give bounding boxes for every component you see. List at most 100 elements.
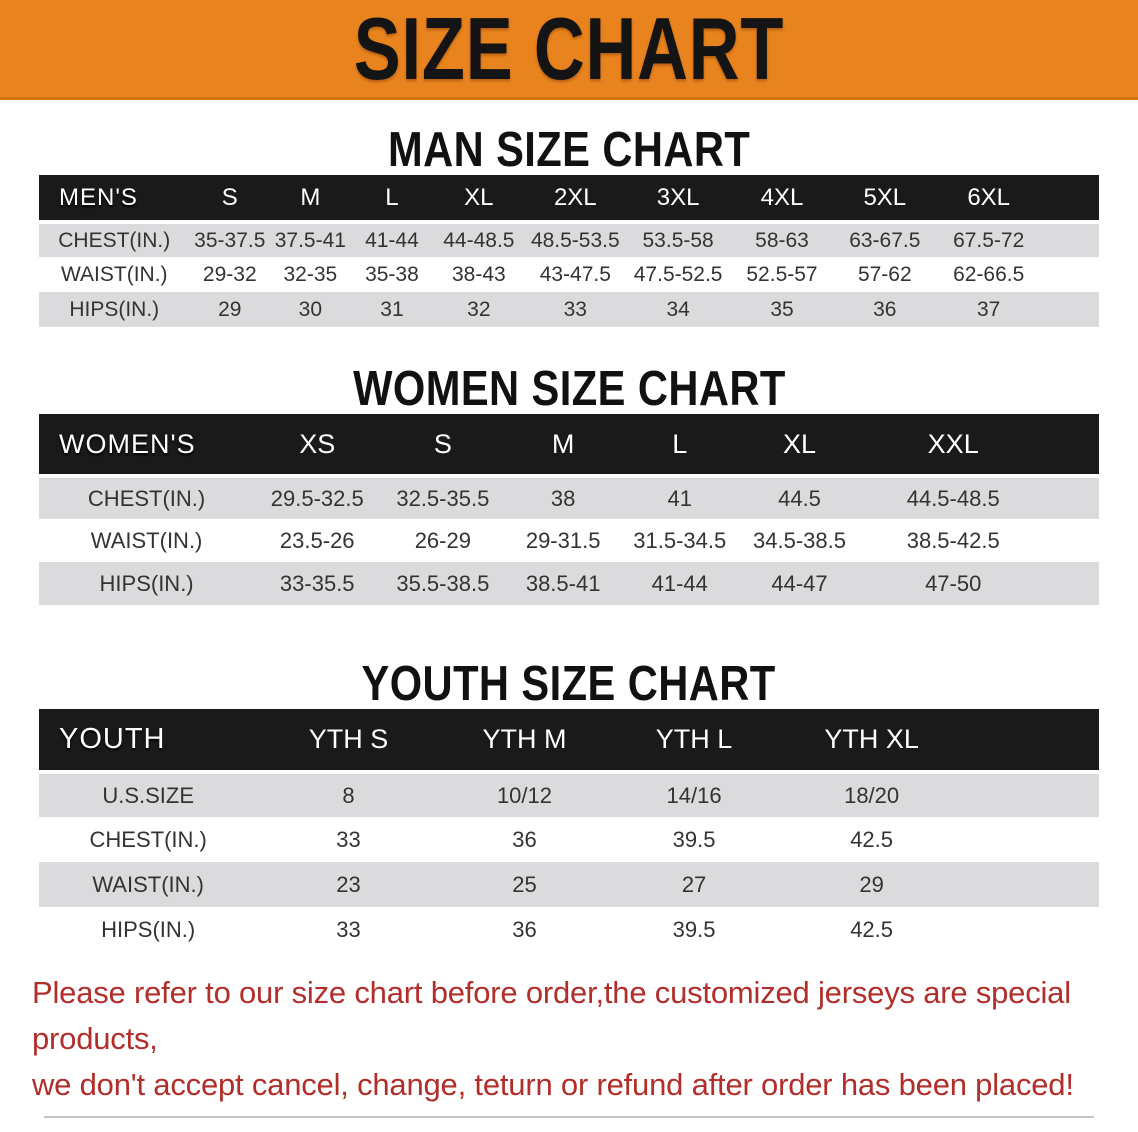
banner-title: SIZE CHART <box>353 0 785 98</box>
size-value-cell: 29-32 <box>189 257 271 292</box>
youth-header-row: YOUTH YTH S YTH M YTH L YTH XL <box>39 709 1099 774</box>
size-value-cell: 35-37.5 <box>189 222 271 257</box>
spacer-cell <box>964 709 1099 774</box>
man-size-chart-heading: MAN SIZE CHART <box>0 126 1138 175</box>
size-column-header: YTH M <box>439 709 610 774</box>
size-value-cell: 27 <box>609 862 779 907</box>
table-row: U.S.SIZE 8 10/12 14/16 18/20 <box>39 772 1099 817</box>
measurement-label: WAIST(IN.) <box>39 519 255 562</box>
measurement-label: HIPS(IN.) <box>39 292 190 327</box>
table-row: WAIST(IN.) 29-32 32-35 35-38 38-43 43-47… <box>39 257 1099 292</box>
size-value-cell: 36 <box>439 817 610 862</box>
size-value-cell: 44.5 <box>738 476 861 519</box>
table-row: CHEST(IN.) 29.5-32.5 32.5-35.5 38 41 44.… <box>39 476 1099 519</box>
size-column-header: XL <box>738 414 861 478</box>
size-value-cell: 33 <box>524 292 627 327</box>
size-value-cell: 41 <box>620 476 739 519</box>
size-column-header: S <box>189 175 271 224</box>
size-value-cell: 14/16 <box>609 772 779 817</box>
size-chart-banner: SIZE CHART <box>0 0 1138 100</box>
size-value-cell: 18/20 <box>778 772 965 817</box>
size-column-header: 4XL <box>730 175 834 224</box>
size-value-cell: 8 <box>257 772 440 817</box>
size-column-header: XL <box>433 175 525 224</box>
size-value-cell: 63-67.5 <box>833 222 936 257</box>
size-value-cell: 29 <box>189 292 271 327</box>
measurement-label: U.S.SIZE <box>39 772 258 817</box>
size-value-cell: 41-44 <box>350 222 434 257</box>
size-value-cell: 33-35.5 <box>254 562 381 605</box>
table-row: WAIST(IN.) 23.5-26 26-29 29-31.5 31.5-34… <box>39 519 1099 562</box>
size-value-cell: 47.5-52.5 <box>626 257 731 292</box>
size-value-cell: 31 <box>350 292 434 327</box>
youth-table-corner-label: YOUTH <box>39 709 258 774</box>
measurement-label: CHEST(IN.) <box>39 817 258 862</box>
spacer-cell <box>964 772 1099 817</box>
mens-table-corner-label: MEN'S <box>39 175 190 224</box>
size-value-cell: 33 <box>257 817 440 862</box>
size-value-cell: 47-50 <box>860 562 1046 605</box>
man-size-chart-heading-text: MAN SIZE CHART <box>387 123 751 177</box>
table-row: WAIST(IN.) 23 25 27 29 <box>39 862 1099 907</box>
measurement-label: CHEST(IN.) <box>39 476 255 519</box>
womens-size-table: WOMEN'S XS S M L XL XXL CHEST(IN.) 29.5-… <box>39 414 1099 605</box>
size-value-cell: 35-38 <box>350 257 434 292</box>
size-value-cell: 26-29 <box>380 519 506 562</box>
size-value-cell: 10/12 <box>439 772 610 817</box>
size-value-cell: 23.5-26 <box>254 519 381 562</box>
size-value-cell: 37 <box>935 292 1042 327</box>
measurement-label: WAIST(IN.) <box>39 257 190 292</box>
spacer-cell <box>1041 292 1099 327</box>
spacer-cell <box>964 817 1099 862</box>
size-value-cell: 30 <box>270 292 351 327</box>
table-row: HIPS(IN.) 33-35.5 35.5-38.5 38.5-41 41-4… <box>39 562 1099 605</box>
size-value-cell: 42.5 <box>778 817 965 862</box>
size-column-header: YTH S <box>257 709 440 774</box>
spacer-cell <box>1045 476 1099 519</box>
measurement-label: CHEST(IN.) <box>39 222 190 257</box>
table-row: HIPS(IN.) 33 36 39.5 42.5 <box>39 907 1099 952</box>
spacer-cell <box>964 862 1099 907</box>
youth-size-chart-heading-text: YOUTH SIZE CHART <box>361 657 777 711</box>
spacer-cell <box>1045 519 1099 562</box>
size-column-header: XXL <box>860 414 1046 478</box>
size-column-header: XS <box>254 414 381 478</box>
order-disclaimer: Please refer to our size chart before or… <box>32 970 1106 1108</box>
size-value-cell: 38.5-42.5 <box>860 519 1046 562</box>
size-value-cell: 67.5-72 <box>935 222 1042 257</box>
size-value-cell: 32 <box>433 292 525 327</box>
size-column-header: 5XL <box>833 175 936 224</box>
spacer-cell <box>1041 175 1099 224</box>
measurement-label: HIPS(IN.) <box>39 907 258 952</box>
size-column-header: 3XL <box>626 175 731 224</box>
bottom-divider <box>44 1116 1094 1118</box>
size-column-header: 6XL <box>935 175 1042 224</box>
size-value-cell: 44-48.5 <box>433 222 525 257</box>
measurement-label: WAIST(IN.) <box>39 862 258 907</box>
size-value-cell: 42.5 <box>778 907 965 952</box>
size-value-cell: 44-47 <box>738 562 861 605</box>
size-column-header: YTH L <box>609 709 779 774</box>
spacer-cell <box>1045 414 1099 478</box>
table-row: HIPS(IN.) 29 30 31 32 33 34 35 36 37 <box>39 292 1099 327</box>
size-column-header: M <box>505 414 621 478</box>
size-value-cell: 34.5-38.5 <box>738 519 861 562</box>
size-value-cell: 41-44 <box>620 562 739 605</box>
size-column-header: L <box>350 175 434 224</box>
size-column-header: L <box>620 414 739 478</box>
size-value-cell: 37.5-41 <box>270 222 351 257</box>
mens-header-row: MEN'S S M L XL 2XL 3XL 4XL 5XL 6XL <box>39 175 1099 224</box>
size-value-cell: 36 <box>833 292 936 327</box>
youth-size-table: YOUTH YTH S YTH M YTH L YTH XL U.S.SIZE … <box>39 709 1099 952</box>
spacer-cell <box>964 907 1099 952</box>
size-value-cell: 53.5-58 <box>626 222 731 257</box>
measurement-label: HIPS(IN.) <box>39 562 255 605</box>
women-size-chart-heading-text: WOMEN SIZE CHART <box>352 362 786 416</box>
youth-size-chart-heading: YOUTH SIZE CHART <box>0 660 1138 709</box>
size-column-header: M <box>270 175 351 224</box>
table-row: CHEST(IN.) 35-37.5 37.5-41 41-44 44-48.5… <box>39 222 1099 257</box>
size-value-cell: 38 <box>505 476 621 519</box>
size-value-cell: 29-31.5 <box>505 519 621 562</box>
womens-table-corner-label: WOMEN'S <box>39 414 255 478</box>
size-value-cell: 29.5-32.5 <box>254 476 381 519</box>
